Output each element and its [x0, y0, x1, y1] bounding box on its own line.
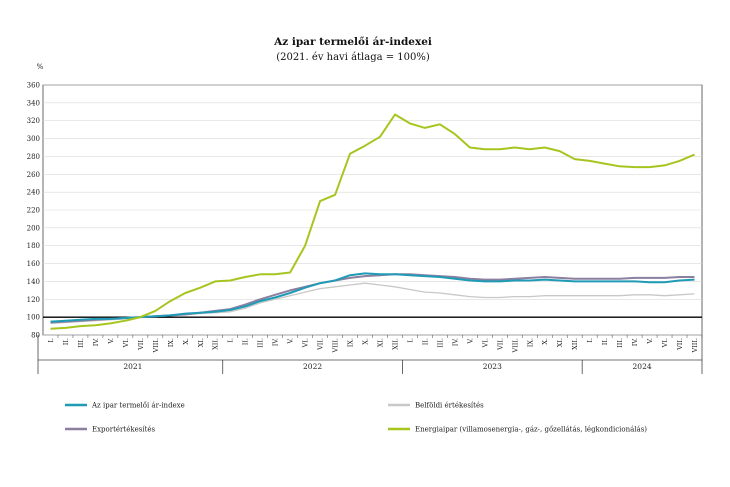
y-tick-label: 300	[27, 135, 40, 143]
x-tick-label: III.	[436, 338, 444, 348]
legend-label: Exportértékesítés	[92, 426, 156, 434]
x-tick-label: VIII.	[332, 338, 340, 353]
x-tick-label: X.	[362, 338, 370, 345]
x-tick-label: I.	[406, 338, 414, 343]
x-tick-label: VI.	[302, 338, 310, 348]
x-tick-label: XI.	[197, 338, 205, 347]
x-axis: I. II. III. IV. V. VI. VII. VIII. IX. X. XI. XII. I.…	[37, 335, 703, 374]
x-tick-label: VI.	[661, 338, 669, 348]
year-label: 2021	[123, 362, 142, 371]
x-tick-label: I.	[227, 338, 235, 343]
x-tick-label: II.	[421, 338, 429, 345]
x-tick-label: V.	[646, 338, 654, 345]
series-line-4	[50, 113, 695, 330]
y-tick-label: 160	[27, 260, 40, 268]
x-tick-label: III.	[257, 338, 265, 348]
x-tick-label: X.	[182, 338, 190, 345]
y-tick-label: 340	[27, 99, 40, 107]
legend-label: Energiaipar (villamosenergia-, gáz-, gőz…	[415, 425, 647, 434]
y-tick-label: 220	[27, 207, 40, 215]
x-tick-label: VI.	[481, 338, 489, 348]
legend: Az ipar termelői ár-indexe Belföldi érték…	[65, 401, 647, 434]
series-lines	[50, 113, 695, 330]
x-tick-label: VII.	[317, 338, 325, 351]
y-tick-label: 320	[27, 117, 40, 125]
chart-subtitle: (2021. év havi átlaga = 100%)	[276, 52, 430, 63]
y-tick-label: 260	[27, 171, 40, 179]
x-tick-label: III.	[616, 338, 624, 348]
y-tick-label: 120	[27, 296, 40, 304]
y-axis-unit: %	[37, 63, 44, 71]
x-tick-label: VI.	[122, 338, 130, 348]
series-line-1	[50, 272, 695, 323]
y-tick-label: 100	[27, 314, 40, 322]
x-tick-label: II.	[242, 338, 250, 345]
y-tick-label: 360	[27, 82, 40, 90]
x-tick-label: IV.	[92, 338, 100, 346]
x-tick-label: VIII.	[152, 338, 160, 353]
x-tick-label: II.	[62, 338, 70, 345]
x-tick-label: I.	[47, 338, 55, 343]
year-label: 2024	[633, 362, 652, 371]
x-tick-label: V.	[466, 338, 474, 345]
x-tick-label: XII.	[391, 338, 399, 350]
x-tick-label: IV.	[451, 338, 459, 346]
x-tick-label: X.	[541, 338, 549, 345]
x-tick-label: IV.	[631, 338, 639, 346]
x-tick-label: IX.	[526, 338, 534, 347]
year-label: 2023	[483, 362, 502, 371]
x-tick-label: XII.	[571, 338, 579, 350]
x-tick-label: XI.	[376, 338, 384, 347]
x-tick-label: XI.	[556, 338, 564, 347]
x-tick-label: VIII.	[511, 338, 519, 353]
x-tick-label: IX.	[347, 338, 355, 347]
grid-lines	[43, 84, 702, 336]
legend-label: Belföldi értékesítés	[415, 402, 484, 410]
x-tick-label: VII.	[137, 338, 145, 351]
x-tick-label: I.	[586, 338, 594, 343]
x-tick-label: VII.	[496, 338, 504, 351]
x-tick-label: IX.	[167, 338, 175, 347]
y-tick-label: 200	[27, 224, 40, 232]
x-tick-label: II.	[601, 338, 609, 345]
y-tick-label: 140	[27, 278, 40, 286]
y-tick-label: 240	[27, 189, 40, 197]
year-label: 2022	[303, 362, 322, 371]
x-tick-label: V.	[107, 338, 115, 345]
y-tick-label: 280	[27, 153, 40, 161]
x-tick-label: VIII.	[691, 338, 699, 353]
x-tick-label: XII.	[212, 338, 220, 350]
x-tick-label: III.	[77, 338, 85, 348]
legend-label: Az ipar termelői ár-indexe	[91, 401, 185, 410]
x-tick-label: IV.	[272, 338, 280, 346]
y-tick-label: 80	[31, 332, 40, 340]
y-tick-label: 180	[27, 242, 40, 250]
x-tick-label: VII.	[676, 338, 684, 351]
x-tick-label: V.	[287, 338, 295, 345]
chart-title: Az ipar termelői ár-indexei	[273, 35, 432, 48]
y-axis: 80 100 120 140 160 180 200 220 240 260 280 300 320 34…	[27, 82, 40, 340]
